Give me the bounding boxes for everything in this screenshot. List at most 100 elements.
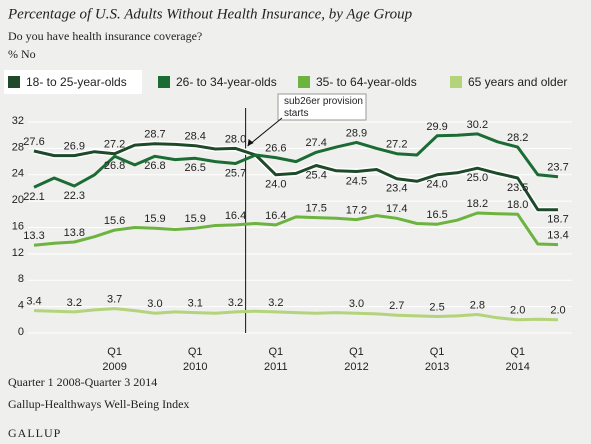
value-label: 3.0 (147, 298, 162, 310)
x-tick-label: Q1 (349, 346, 364, 358)
value-label: 27.2 (104, 139, 125, 151)
legend-swatch (298, 76, 310, 88)
value-label: 2.7 (389, 300, 404, 312)
legend-swatch (158, 76, 170, 88)
value-label: 18.2 (467, 198, 488, 210)
y-tick-label: 28 (12, 141, 24, 153)
value-label: 29.9 (426, 121, 447, 133)
value-label: 25.0 (467, 172, 488, 184)
subtitle: Do you have health insurance coverage? (8, 29, 202, 43)
x-tick-label: Q1 (188, 346, 203, 358)
value-label: 3.2 (228, 297, 243, 309)
value-label: 2.8 (470, 299, 485, 311)
y-tick-label: 8 (18, 273, 24, 285)
value-label: 3.1 (188, 297, 203, 309)
y-axis-label: % No (8, 47, 36, 61)
value-label: 16.5 (426, 209, 447, 221)
x-tick-label: Q1 (510, 346, 525, 358)
source-period: Quarter 1 2008-Quarter 3 2014 (8, 375, 157, 389)
y-tick-label: 20 (12, 194, 24, 206)
y-tick-label: 4 (18, 300, 24, 312)
value-label: 24.0 (426, 179, 447, 191)
value-label: 28.2 (507, 132, 528, 144)
value-label: 15.9 (185, 213, 206, 225)
value-label: 27.2 (386, 139, 407, 151)
value-label: 17.5 (305, 203, 326, 215)
y-tick-label: 32 (12, 115, 24, 127)
value-label: 30.2 (467, 119, 488, 131)
value-label: 26.8 (104, 160, 125, 172)
value-label: 28.4 (185, 131, 206, 143)
value-label: 22.3 (64, 190, 85, 202)
annotation-line-2: starts (284, 108, 308, 119)
value-label: 2.0 (510, 305, 525, 317)
value-label: 15.9 (144, 213, 165, 225)
value-label: 28.0 (225, 133, 246, 145)
value-label: 22.1 (23, 191, 44, 203)
x-year-label: 2012 (344, 361, 368, 373)
value-label: 15.6 (104, 215, 125, 227)
value-label: 13.3 (23, 230, 44, 242)
y-tick-label: 24 (12, 168, 24, 180)
line (33, 132, 559, 189)
x-tick-label: Q1 (107, 346, 122, 358)
brand: GALLUP (8, 426, 61, 440)
value-label: 3.2 (67, 297, 82, 309)
value-label: 28.7 (144, 129, 165, 141)
value-label: 23.4 (386, 183, 407, 195)
value-label: 26.6 (265, 143, 286, 155)
value-label: 3.7 (107, 294, 122, 306)
value-label: 3.2 (268, 297, 283, 309)
legend-label: 65 years and older (468, 75, 567, 89)
value-label: 27.6 (23, 136, 44, 148)
y-tick-label: 16 (12, 220, 24, 232)
legend-swatch (8, 76, 20, 88)
value-label: 26.8 (144, 160, 165, 172)
value-label: 24.0 (265, 179, 286, 191)
value-label: 2.0 (550, 305, 565, 317)
value-label: 25.4 (305, 169, 326, 181)
value-label: 23.5 (507, 182, 528, 194)
value-label: 16.4 (225, 210, 246, 222)
value-label: 3.0 (349, 298, 364, 310)
value-label: 23.7 (547, 162, 568, 174)
chart-title: Percentage of U.S. Adults Without Health… (7, 6, 413, 22)
value-label: 25.7 (225, 167, 246, 179)
line (33, 211, 559, 247)
value-label: 28.9 (346, 127, 367, 139)
value-label: 26.9 (64, 141, 85, 153)
value-label: 26.5 (185, 162, 206, 174)
value-label: 27.4 (305, 137, 326, 149)
value-label: 17.2 (346, 204, 367, 216)
annotation: sub26er provision starts (284, 96, 363, 119)
x-tick-label: Q1 (269, 346, 284, 358)
value-label: 24.5 (346, 175, 367, 187)
annotation-arrowhead (247, 139, 254, 146)
value-label: 16.4 (265, 210, 286, 222)
value-label: 17.4 (386, 203, 407, 215)
value-label: 3.4 (26, 295, 41, 307)
x-tick-label: Q1 (430, 346, 445, 358)
annotation-arrow (247, 117, 283, 147)
x-year-label: 2011 (264, 361, 288, 373)
annotation-box (277, 93, 367, 121)
legend-highlight (4, 70, 142, 94)
legend-label: 35- to 64-year-olds (316, 75, 417, 89)
legend-label: 18- to 25-year-olds (26, 75, 127, 89)
x-year-label: 2010 (183, 361, 207, 373)
line (33, 307, 559, 322)
y-tick-label: 0 (18, 326, 24, 338)
legend-swatch (450, 76, 462, 88)
value-label: 13.4 (547, 230, 568, 242)
legend-label: 26- to 34-year-olds (176, 75, 277, 89)
value-label: 2.5 (429, 301, 444, 313)
value-label: 18.0 (507, 199, 528, 211)
x-year-label: 2013 (425, 361, 449, 373)
value-label: 13.8 (64, 227, 85, 239)
x-year-label: 2014 (505, 361, 529, 373)
value-label: 18.7 (547, 214, 568, 226)
y-tick-label: 12 (12, 247, 24, 259)
x-year-label: 2009 (102, 361, 126, 373)
line (33, 142, 558, 212)
